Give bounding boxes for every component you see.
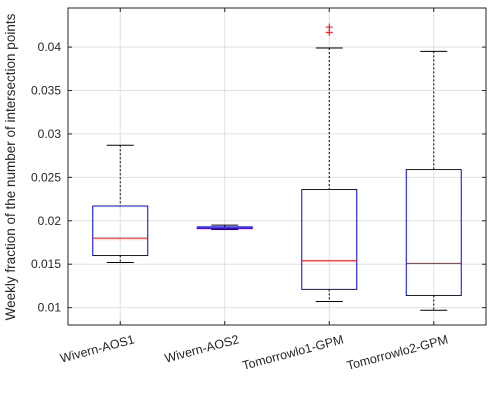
x-category-label: Tomorrowlo1-GPM: [241, 332, 345, 372]
box-tomorrowlo2-gpm: [405, 50, 462, 311]
y-axis-ticks: 0.01 0.015 0.02 0.025 0.03 0.035 0.04: [31, 40, 486, 315]
y-tick-label: 0.03: [38, 127, 62, 141]
y-axis-label: Weekly fraction of the number of interse…: [3, 13, 18, 320]
y-tick-label: 0.01: [38, 301, 62, 315]
box-iqr: [405, 169, 462, 296]
box-wivern-aos2: [196, 224, 253, 230]
y-tick-label: 0.02: [38, 214, 62, 228]
x-category-label: Wivern-AOS2: [163, 332, 240, 365]
box-tomorrowlo1-gpm: [301, 23, 358, 303]
x-category-label: Wivern-AOS1: [59, 332, 136, 365]
y-tick-label: 0.015: [31, 257, 61, 271]
y-tick-label: 0.035: [31, 84, 61, 98]
x-category-label: Tomorrowlo2-GPM: [345, 332, 449, 372]
boxes-group: [92, 23, 462, 311]
box-iqr: [92, 205, 149, 257]
box-wivern-aos1: [92, 144, 149, 263]
y-tick-label: 0.025: [31, 170, 61, 184]
plot-frame: [67, 7, 487, 326]
box-iqr: [301, 189, 358, 290]
plot-area: [68, 8, 486, 325]
y-tick-label: 0.04: [38, 40, 62, 54]
